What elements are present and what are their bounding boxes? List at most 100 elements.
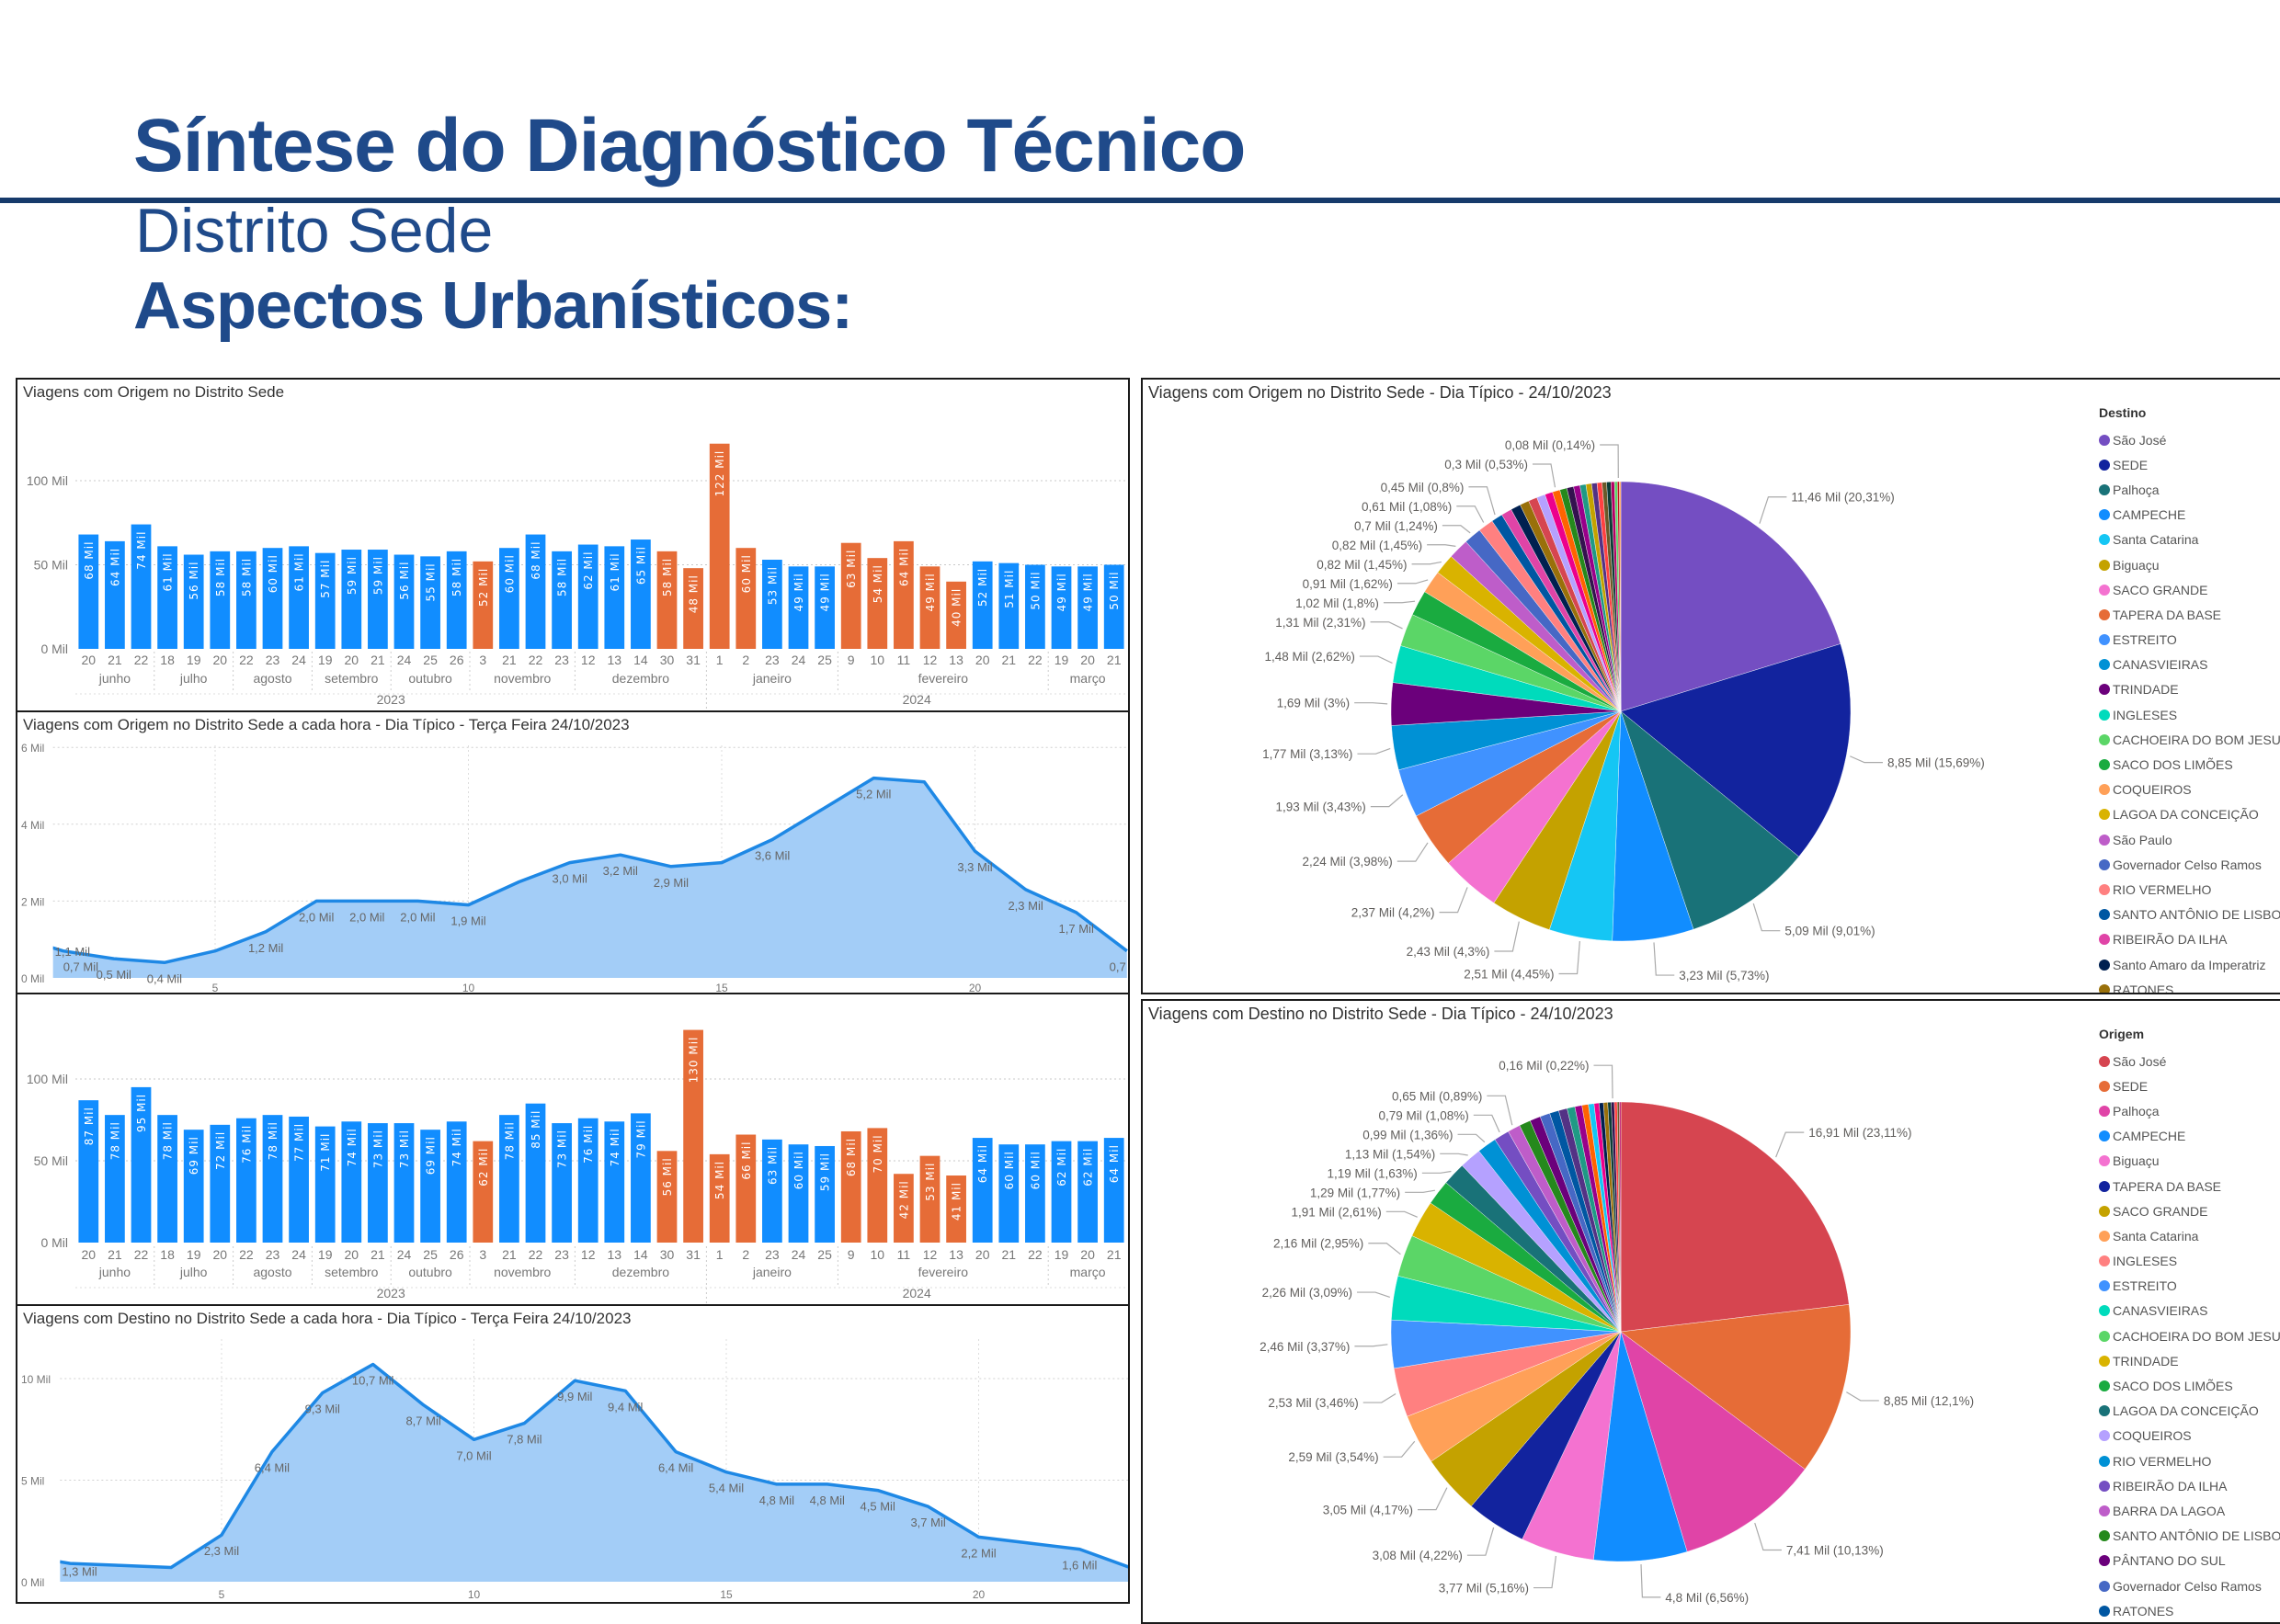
legend-item[interactable]: Santo Amaro da Imperatriz [2099,952,2280,977]
x-month-label: janeiro [752,1265,792,1279]
legend-item[interactable]: CAMPECHE [2099,1124,2280,1149]
x-month-label: março [1070,671,1106,686]
legend-item[interactable]: Governador Celso Ramos [2099,1573,2280,1598]
legend-item[interactable]: Palhoça [2099,1098,2280,1123]
legend-item[interactable]: Biguaçu [2099,552,2280,577]
legend-label: CACHOEIRA DO BOM JESUS [2113,1328,2280,1344]
bar-value-label: 62 Mil [1055,1148,1068,1187]
legend-dot-icon [2099,834,2110,846]
legend-label: Biguaçu [2113,1153,2160,1169]
legend-item[interactable]: São José [2099,427,2280,452]
leader-line [1653,942,1675,976]
bar [393,1123,415,1243]
x-day-label: 25 [423,653,438,667]
slice-label: 0,99 Mil (1,36%) [1362,1128,1453,1141]
legend-item[interactable]: ESTREITO [2099,1274,2280,1299]
bar-value-label: 74 Mil [450,1128,463,1166]
legend-item[interactable]: CACHOEIRA DO BOM JESUS [2099,1323,2280,1348]
legend-item[interactable]: SACO DOS LIMÕES [2099,1373,2280,1398]
legend-item[interactable]: TRINDADE [2099,1348,2280,1373]
legend-item[interactable]: COQUEIROS [2099,1424,2280,1448]
legend-item[interactable]: ESTREITO [2099,628,2280,653]
bar [919,1155,940,1243]
legend-dot-icon [2099,634,2110,646]
section-heading: Aspectos Urbanísticos: [133,269,853,343]
bar [1103,564,1124,649]
leader-line [1439,887,1468,914]
legend-dot-icon [2099,1455,2110,1467]
legend-item[interactable]: São José [2099,1049,2280,1073]
legend-item[interactable]: BARRA DA LAGOA [2099,1498,2280,1523]
bar [1077,566,1098,649]
legend-item[interactable]: COQUEIROS [2099,778,2280,802]
legend-item[interactable]: INGLESES [2099,702,2280,727]
x-day-label: 19 [187,653,201,667]
y-tick-label: 10 Mil [21,1373,51,1386]
leader-line [1600,444,1619,479]
y-tick-label: 100 Mil [27,1072,68,1086]
leader-line [1473,1114,1500,1133]
legend-item[interactable]: CAMPECHE [2099,503,2280,528]
x-day-label: 12 [581,653,596,667]
legend-item[interactable]: TAPERA DA BASE [2099,602,2280,627]
bar [683,1029,703,1243]
legend-item[interactable]: Santa Catarina [2099,1223,2280,1248]
legend-item[interactable]: SEDE [2099,452,2280,477]
legend-item[interactable]: RATONES [2099,977,2280,993]
legend-item[interactable]: Governador Celso Ramos [2099,852,2280,877]
bar [368,550,388,649]
legend-label: SACO GRANDE [2113,1203,2208,1219]
legend-label: São Paulo [2113,832,2172,847]
legend-item[interactable]: SACO GRANDE [2099,577,2280,602]
legend-dot-icon [2099,983,2110,993]
legend-item[interactable]: SANTO ANTÔNIO DE LISBOA [2099,1524,2280,1549]
legend-item[interactable]: PÂNTANO DO SUL [2099,1549,2280,1573]
legend-dot-icon [2099,1180,2110,1192]
legend-item[interactable]: RIBEIRÃO DA ILHA [2099,1473,2280,1498]
slice-label: 2,24 Mil (3,98%) [1302,855,1392,869]
data-label: 2,0 Mil [400,910,435,924]
legend-item[interactable]: RIO VERMELHO [2099,1448,2280,1473]
bar [183,554,204,649]
bar-value-label: 69 Mil [188,1136,200,1175]
legend-item[interactable]: Santa Catarina [2099,528,2280,552]
bar-value-label: 56 Mil [188,562,200,600]
bar-value-label: 73 Mil [556,1130,569,1168]
bar-value-label: 53 Mil [924,1163,937,1201]
legend-item[interactable]: CANASVIEIRAS [2099,653,2280,677]
legend-item[interactable]: TAPERA DA BASE [2099,1174,2280,1198]
bar-value-label: 49 Mil [1055,573,1068,611]
slice-label: 5,09 Mil (9,01%) [1784,925,1875,938]
bar-value-label: 63 Mil [845,550,858,588]
leader-line [1427,544,1456,547]
legend-item[interactable]: CACHOEIRA DO BOM JESUS [2099,727,2280,752]
legend-item[interactable]: RIO VERMELHO [2099,877,2280,902]
legend-item[interactable]: SANTO ANTÔNIO DE LISBOA [2099,903,2280,927]
bar-value-label: 78 Mil [108,1121,121,1160]
legend-item[interactable]: INGLESES [2099,1249,2280,1274]
legend-item[interactable]: SACO GRANDE [2099,1198,2280,1223]
legend-dot-icon [2099,1080,2110,1092]
pie-slice [1620,1331,1806,1552]
legend-item[interactable]: São Paulo [2099,827,2280,852]
x-day-label: 19 [1054,1247,1069,1262]
data-label: 6,4 Mil [255,1461,290,1475]
legend-label: INGLESES [2113,707,2178,722]
bar [788,566,809,649]
legend-item[interactable]: SEDE [2099,1073,2280,1098]
legend-item[interactable]: LAGOA DA CONCEIÇÃO [2099,1399,2280,1424]
data-label: 0,7 Mil [63,960,98,974]
legend-item[interactable]: TRINDADE [2099,677,2280,702]
legend-dot-icon [2099,1105,2110,1117]
legend-item[interactable]: CANASVIEIRAS [2099,1299,2280,1323]
legend-item[interactable]: LAGOA DA CONCEIÇÃO [2099,802,2280,827]
bar-value-label: 74 Mil [346,1128,359,1166]
legend-item[interactable]: RIBEIRÃO DA ILHA [2099,927,2280,952]
legend-item[interactable]: SACO DOS LIMÕES [2099,752,2280,777]
x-day-label: 25 [817,653,832,667]
legend-label: São José [2113,432,2167,448]
bar-value-label: 55 Mil [425,562,438,601]
legend-item[interactable]: Palhoça [2099,477,2280,502]
legend-item[interactable]: Biguaçu [2099,1149,2280,1174]
bar [289,546,309,649]
